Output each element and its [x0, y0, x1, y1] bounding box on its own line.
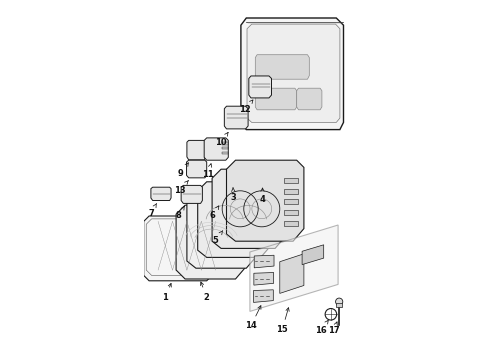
Polygon shape [255, 88, 296, 110]
Bar [222, 147, 227, 149]
Text: 13: 13 [174, 181, 188, 194]
Text: 7: 7 [148, 203, 156, 217]
Bar [222, 142, 227, 145]
Text: 2: 2 [200, 282, 209, 302]
Bar [284, 221, 298, 226]
Bar [222, 152, 227, 154]
Polygon shape [241, 18, 343, 130]
Polygon shape [253, 273, 273, 285]
Polygon shape [176, 205, 246, 279]
Bar [284, 178, 298, 183]
Polygon shape [224, 106, 247, 129]
Text: 4: 4 [259, 188, 265, 204]
Text: 11: 11 [202, 164, 213, 179]
Polygon shape [254, 255, 273, 268]
Text: 17: 17 [327, 322, 339, 335]
Text: 1: 1 [162, 283, 171, 302]
Text: 10: 10 [215, 132, 227, 147]
Text: 15: 15 [276, 308, 288, 334]
Text: 3: 3 [230, 188, 236, 202]
Bar [284, 189, 298, 194]
Text: 16: 16 [314, 320, 327, 335]
Polygon shape [296, 88, 321, 110]
Bar [284, 199, 298, 204]
Polygon shape [204, 138, 228, 160]
Text: 9: 9 [178, 163, 188, 178]
Bar [336, 303, 342, 307]
Bar [284, 210, 298, 215]
Polygon shape [253, 290, 273, 302]
Polygon shape [186, 140, 205, 160]
Polygon shape [197, 182, 271, 257]
Text: 8: 8 [175, 206, 184, 220]
Circle shape [335, 298, 342, 305]
Polygon shape [181, 185, 202, 203]
Text: 14: 14 [244, 306, 261, 330]
Polygon shape [248, 76, 271, 98]
Polygon shape [255, 55, 309, 79]
Text: 12: 12 [238, 100, 252, 114]
Polygon shape [186, 194, 257, 268]
Polygon shape [143, 216, 219, 281]
Polygon shape [279, 254, 303, 293]
Text: 6: 6 [209, 206, 219, 220]
Polygon shape [246, 24, 339, 122]
Polygon shape [212, 169, 285, 248]
Polygon shape [302, 245, 323, 265]
Polygon shape [186, 160, 206, 178]
Polygon shape [151, 187, 171, 201]
Polygon shape [226, 160, 303, 241]
Polygon shape [249, 225, 337, 311]
Text: 5: 5 [212, 231, 223, 245]
